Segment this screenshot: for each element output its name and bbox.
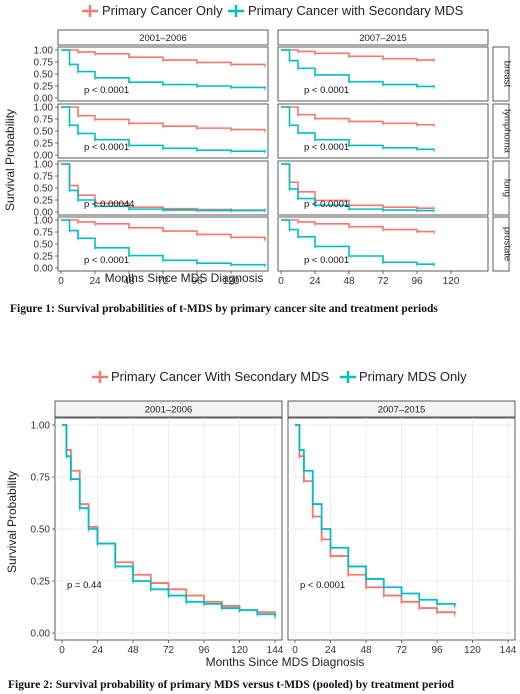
fig2-xtick-label-c1-2: 48	[360, 645, 372, 656]
fig1-lymphoma-c0-pvalue: p < 0.0001	[84, 142, 129, 153]
fig2-caption: Figure 2: Survival probability of primar…	[8, 679, 455, 691]
fig2-xtick-label-c1-0: 0	[292, 645, 298, 656]
fig1-y-axis-title: Survival Probability	[3, 109, 17, 211]
fig1-ytick-label-breast-4: 1.00	[34, 46, 54, 57]
fig2-c1-pvalue: p < 0.0001	[300, 580, 345, 591]
fig2-xtick-label-c0-3: 72	[163, 645, 175, 656]
fig2-xtick-label-c1-6: 144	[500, 645, 517, 656]
fig2-y-axis-title: Survival Probability	[5, 471, 19, 573]
fig1-ytick-label-breast-2: 0.50	[34, 70, 54, 81]
fig1-lymphoma-c1-pvalue: p < 0.0001	[304, 142, 349, 153]
fig2-strip-col-1	[287, 400, 516, 418]
fig1-xtick-label-c1-2: 48	[343, 276, 355, 287]
fig1-ytick-label-lymphoma-2: 0.50	[34, 127, 54, 138]
fig2-xtick-label-c1-3: 72	[396, 645, 408, 656]
fig1-strip-col-label-1: 2007–2015	[359, 33, 407, 44]
fig2-xtick-label-c0-5: 120	[231, 645, 248, 656]
fig2-strip-col-label-0: 2001–2006	[145, 405, 193, 416]
fig1-xtick-label-c1-3: 72	[377, 276, 389, 287]
fig1-ytick-label-lung-0: 0.00	[34, 208, 54, 219]
fig1-prostate-c0-pvalue: p < 0.0001	[84, 255, 129, 266]
fig1-xtick-label-c1-1: 24	[309, 276, 321, 287]
fig2-ytick-label-4: 1.00	[31, 421, 51, 432]
fig2-c0-series-a	[62, 424, 276, 615]
fig1-xtick-label-c1-4: 96	[411, 276, 423, 287]
fig1-ytick-label-lymphoma-0: 0.00	[34, 151, 54, 162]
fig2-xtick-label-c0-6: 144	[267, 645, 284, 656]
fig1-breast-c1-pvalue: p < 0.0001	[304, 85, 349, 96]
fig1-lung-c1-pvalue: p < 0.0001	[304, 199, 349, 210]
fig1-ytick-label-lung-2: 0.50	[34, 184, 54, 195]
fig2-xtick-label-c1-5: 120	[464, 645, 481, 656]
fig2-ytick-label-1: 0.25	[31, 577, 51, 588]
fig1-xtick-label-c0-3: 72	[157, 276, 169, 287]
fig2-ytick-label-2: 0.50	[31, 525, 51, 536]
fig1-legend-label-primary: Primary Cancer Only	[102, 3, 223, 18]
fig1-strip-col-1	[277, 29, 489, 46]
fig1-strip-row-breast	[492, 46, 510, 102]
fig2-x-axis-title: Months Since MDS Diagnosis	[206, 655, 365, 669]
fig1-strip-row-prostate	[492, 216, 510, 272]
fig1-ytick-label-lung-4: 1.00	[34, 160, 54, 171]
fig1-ytick-label-prostate-4: 1.00	[34, 216, 54, 227]
fig1-xtick-label-c0-4: 96	[191, 276, 203, 287]
figure1-plot: 2001–2006 2007–2015 breast lymphoma lung pros…	[34, 29, 513, 287]
fig2-strip-col-0	[54, 400, 283, 418]
fig1-caption: Figure 1: Survival probabilities of t-MD…	[10, 303, 438, 315]
fig2-strip-col-label-1: 2007–2015	[378, 405, 426, 416]
fig1-x-axis-title: Months Since MDS Diagnosis	[105, 271, 264, 285]
fig1-legend-label-secondary: Primary Cancer with Secondary MDS	[248, 3, 464, 18]
fig1-strip-col-0	[57, 29, 269, 46]
fig1-strip-row-label-prostate: prostate	[502, 227, 513, 261]
fig1-xtick-label-c0-1: 24	[89, 276, 101, 287]
fig2-xtick-label-c0-4: 96	[198, 645, 210, 656]
fig1-ytick-label-lymphoma-3: 0.75	[34, 115, 54, 126]
fig1-legend: Primary Cancer Only Primary Cancer with …	[82, 3, 464, 18]
fig2-legend: Primary Cancer With Secondary MDS Primar…	[92, 369, 467, 384]
fig1-strip-row-lung	[492, 160, 510, 216]
fig2-xtick-label-c0-0: 0	[59, 645, 65, 656]
fig1-lung-c1-series-b	[281, 163, 434, 212]
fig1-ytick-label-prostate-0: 0.00	[34, 264, 54, 275]
fig1-ytick-label-lymphoma-1: 0.25	[34, 139, 54, 150]
fig1-strip-row-label-lung: lung	[502, 179, 513, 197]
fig2-ytick-label-3: 0.75	[31, 473, 51, 484]
fig1-ytick-label-prostate-2: 0.50	[34, 240, 54, 251]
fig1-strip-row-label-lymphoma: lymphoma	[502, 109, 513, 154]
fig1-lung-c0-panel	[57, 160, 269, 216]
fig1-strip-row-lymphoma	[492, 103, 510, 159]
fig1-ytick-label-prostate-1: 0.25	[34, 252, 54, 263]
figure2-plot: 2001–2006 2007–2015 p = 0.44 0.00 0.25 0.50 0.…	[31, 400, 517, 656]
fig2-xtick-label-c0-2: 48	[127, 645, 139, 656]
fig1-strip-col-label-0: 2001–2006	[139, 33, 187, 44]
fig1-strip-row-label-breast: breast	[502, 61, 513, 88]
fig1-lung-c0-pvalue: p < 0.00044	[84, 199, 134, 210]
fig1-xtick-label-c0-5: 120	[223, 276, 240, 287]
fig1-ytick-label-breast-3: 0.75	[34, 58, 54, 69]
fig2-xtick-label-c1-4: 96	[431, 645, 443, 656]
fig1-xtick-label-c1-5: 120	[443, 276, 460, 287]
fig1-xtick-label-c0-0: 0	[58, 276, 64, 287]
fig2-xtick-label-c0-1: 24	[92, 645, 104, 656]
fig1-ytick-label-breast-0: 0.00	[34, 94, 54, 105]
fig2-legend-label-primary-mds: Primary MDS Only	[359, 369, 467, 384]
fig2-ytick-label-0: 0.00	[31, 629, 51, 640]
fig1-ytick-label-lung-1: 0.25	[34, 196, 54, 207]
fig1-ytick-label-breast-1: 0.25	[34, 82, 54, 93]
fig1-breast-c0-panel	[57, 46, 269, 102]
fig2-xtick-label-c1-1: 24	[325, 645, 337, 656]
fig1-ytick-label-prostate-3: 0.75	[34, 228, 54, 239]
fig1-breast-c0-pvalue: p < 0.0001	[84, 85, 129, 96]
fig1-ytick-label-lung-3: 0.75	[34, 172, 54, 183]
fig2-c0-pvalue: p = 0.44	[67, 580, 102, 591]
fig1-prostate-c1-pvalue: p < 0.0001	[304, 255, 349, 266]
fig1-xtick-label-c0-2: 48	[123, 276, 135, 287]
fig2-legend-label-secondary: Primary Cancer With Secondary MDS	[111, 369, 329, 384]
fig1-lung-c1-series-a	[281, 163, 434, 209]
fig1-xtick-label-c1-0: 0	[278, 276, 284, 287]
fig1-ytick-label-lymphoma-4: 1.00	[34, 103, 54, 114]
